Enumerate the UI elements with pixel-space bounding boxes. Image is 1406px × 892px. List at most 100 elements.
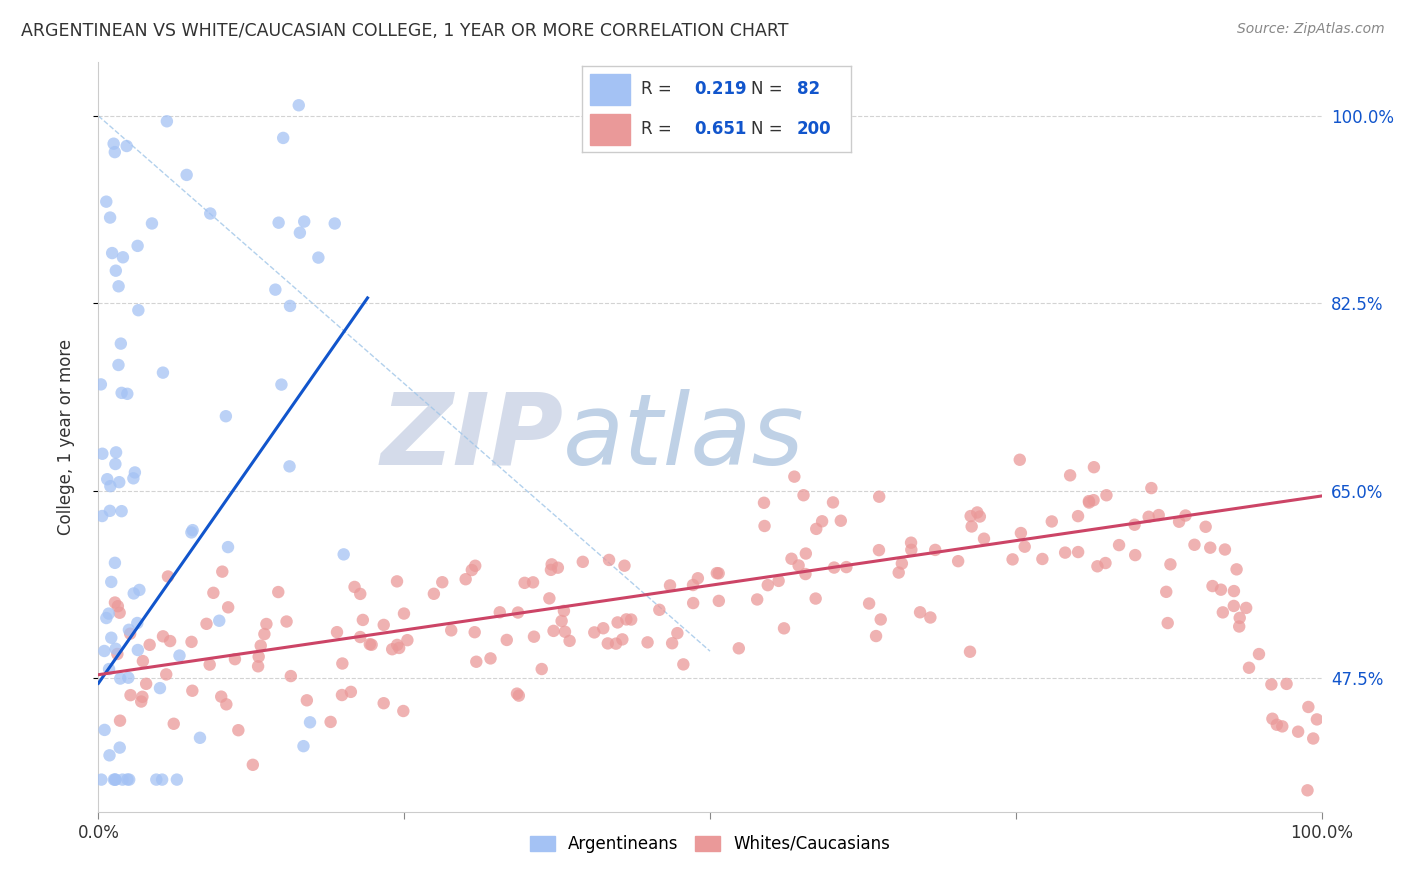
Text: ARGENTINEAN VS WHITE/CAUCASIAN COLLEGE, 1 YEAR OR MORE CORRELATION CHART: ARGENTINEAN VS WHITE/CAUCASIAN COLLEGE, … <box>21 22 789 40</box>
Point <box>127 303 149 318</box>
Point <box>1137 509 1160 524</box>
Point <box>280 669 302 683</box>
Point <box>547 560 569 574</box>
Point <box>111 385 134 400</box>
Point <box>120 688 142 702</box>
Point <box>454 572 477 586</box>
Point <box>198 657 221 672</box>
Point <box>479 651 502 665</box>
Point <box>156 569 179 583</box>
Point <box>396 633 419 648</box>
Point <box>1223 584 1246 599</box>
Point <box>794 547 817 561</box>
Point <box>752 496 775 510</box>
Point <box>131 690 153 704</box>
Point <box>613 558 636 573</box>
Point <box>1123 517 1146 532</box>
Point <box>127 239 149 253</box>
Point <box>900 542 922 557</box>
Point <box>385 574 408 589</box>
Point <box>108 606 131 620</box>
Point <box>90 772 112 787</box>
Point <box>181 683 204 698</box>
Point <box>169 648 191 663</box>
Point <box>495 632 517 647</box>
Point <box>108 740 131 755</box>
Point <box>96 472 118 486</box>
Point <box>550 614 572 628</box>
Point <box>349 587 371 601</box>
Point <box>868 490 890 504</box>
Point <box>432 575 454 590</box>
Point <box>522 575 544 590</box>
Point <box>267 585 290 599</box>
Point <box>127 643 149 657</box>
Point <box>1108 538 1130 552</box>
Point <box>295 693 318 707</box>
Point <box>794 567 817 582</box>
Point <box>661 636 683 650</box>
Point <box>508 689 530 703</box>
Point <box>959 645 981 659</box>
Point <box>127 615 149 630</box>
Point <box>91 447 114 461</box>
Point <box>111 772 134 787</box>
Point <box>110 336 132 351</box>
Point <box>1094 556 1116 570</box>
Point <box>606 615 628 630</box>
Point <box>1265 717 1288 731</box>
Point <box>247 649 270 664</box>
Point <box>1159 558 1181 572</box>
Point <box>811 514 834 528</box>
Point <box>150 772 173 787</box>
Point <box>104 145 127 160</box>
Point <box>1260 677 1282 691</box>
Point <box>278 299 301 313</box>
Point <box>176 168 198 182</box>
Point <box>385 638 408 652</box>
Point <box>1067 509 1090 524</box>
Point <box>118 772 141 787</box>
Point <box>117 671 139 685</box>
Point <box>1213 542 1236 557</box>
Point <box>1014 540 1036 554</box>
Point <box>887 566 910 580</box>
Point <box>1067 545 1090 559</box>
Point <box>1302 731 1324 746</box>
Point <box>465 655 488 669</box>
Point <box>554 624 576 639</box>
Point <box>682 596 704 610</box>
Point <box>672 657 695 672</box>
Point <box>768 574 790 588</box>
Point <box>869 612 891 626</box>
Point <box>924 542 946 557</box>
Point <box>352 613 374 627</box>
Point <box>288 226 311 240</box>
Point <box>323 217 346 231</box>
Point <box>868 543 890 558</box>
Point <box>224 652 246 666</box>
Point <box>1229 611 1251 625</box>
Point <box>538 591 561 606</box>
Point <box>138 638 160 652</box>
Point <box>1077 494 1099 508</box>
Point <box>773 621 796 635</box>
Point <box>100 631 122 645</box>
Point <box>188 731 211 745</box>
Point <box>264 283 287 297</box>
Point <box>506 687 529 701</box>
Point <box>163 716 186 731</box>
Point <box>620 613 643 627</box>
Point <box>756 578 779 592</box>
Point <box>440 624 463 638</box>
Point <box>104 263 127 277</box>
Point <box>1286 724 1309 739</box>
Point <box>461 563 484 577</box>
Point <box>488 605 510 619</box>
Legend: Argentineans, Whites/Caucasians: Argentineans, Whites/Caucasians <box>523 829 897 860</box>
Point <box>973 532 995 546</box>
Point <box>959 509 981 524</box>
Point <box>97 607 120 621</box>
Point <box>523 630 546 644</box>
Point <box>571 555 593 569</box>
